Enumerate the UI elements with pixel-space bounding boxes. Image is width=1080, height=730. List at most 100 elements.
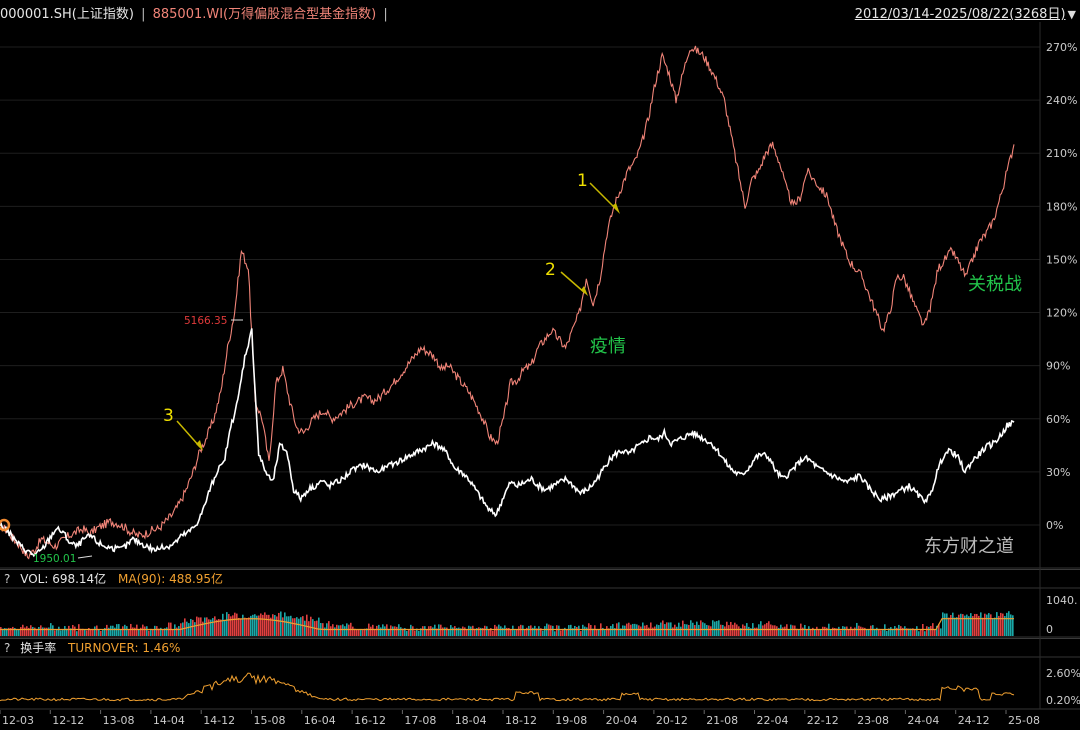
volume-bar [228,614,230,636]
volume-bar [308,621,310,636]
volume-bar [494,624,496,636]
volume-bar [536,628,538,636]
volume-bar [490,628,492,636]
volume-bar [36,628,38,636]
volume-bar [192,619,194,636]
volume-bar [908,628,910,636]
volume-bar [1004,616,1006,636]
x-tick-label: 18-12 [505,714,537,727]
volume-bar [622,625,624,636]
symbol-title[interactable]: 000001.SH(上证指数) [0,7,134,22]
volume-bar [472,625,474,636]
volume-bar [380,627,382,636]
volume-bar [202,621,204,636]
y-tick-label: 180% [1046,200,1077,213]
volume-bar [996,612,998,636]
volume-bar [984,613,986,636]
volume-bar [542,630,544,636]
covid-label: 疫情 [590,336,626,357]
annotation-3-arrow [176,420,201,448]
volume-bar [960,613,962,636]
volume-bar [926,626,928,636]
volume-bar [4,628,6,636]
volume-bar [402,628,404,636]
volume-bar [888,628,890,636]
volume-bar [194,622,196,636]
volume-bar [992,618,994,636]
x-tick-label: 13-08 [103,714,135,727]
volume-bar [338,625,340,636]
volume-bar [164,628,166,636]
volume-bar [638,625,640,636]
dropdown-triangle-icon[interactable]: ▼ [1067,8,1076,21]
volume-bar [436,628,438,636]
volume-bar [532,627,534,636]
volume-bar [408,629,410,636]
volume-bar [442,627,444,636]
volume-bar [562,628,564,636]
volume-bar [636,624,638,636]
volume-bar [458,627,460,636]
date-range-link[interactable]: 2012/03/14-2025/08/22(3268日) [854,7,1066,22]
volume-bar [680,626,682,636]
volume-bar [290,615,292,636]
volume-bar [556,625,558,636]
volume-bar [218,619,220,636]
volume-bar [478,627,480,636]
volume-bar [74,626,76,636]
volume-bar [280,611,282,636]
volume-bar [420,628,422,636]
volume-bar [32,626,34,636]
volume-bar [614,628,616,636]
volume-bar [454,626,456,636]
help-icon-2[interactable]: ? [4,640,11,655]
volume-bar [688,624,690,636]
volume-bar [526,627,528,636]
volume-bar [14,628,16,636]
volume-bar [708,625,710,636]
volume-bar [252,614,254,636]
volume-bar [862,627,864,636]
volume-bar [88,627,90,636]
volume-bar [160,627,162,636]
volume-bar [514,630,516,636]
volume-bar [854,627,856,636]
volume-bar [136,624,138,636]
volume-bar [620,628,622,636]
volume-bar [838,626,840,636]
volume-bar [560,630,562,636]
volume-bar [590,624,592,636]
volume-bar [894,626,896,636]
volume-panel-header: ? VOL: 698.14亿 MA(90): 488.95亿 [0,569,1080,588]
volume-bar [866,629,868,636]
volume-bar [1000,612,1002,636]
help-icon[interactable]: ? [4,571,11,586]
volume-bar [370,626,372,636]
volume-bar [424,626,426,636]
volume-bar [466,628,468,636]
volume-bar [792,625,794,636]
volume-bar [732,624,734,636]
volume-bar [550,625,552,636]
volume-bar [40,625,42,636]
volume-bar [158,628,160,636]
volume-bar [816,626,818,636]
x-tick-label: 21-08 [706,714,738,727]
volume-bar [498,624,500,636]
volume-bar [94,626,96,636]
volume-bar [968,616,970,636]
volume-bar [972,616,974,636]
volume-bar [648,627,650,636]
volume-bar [80,628,82,636]
y-tick-label: 210% [1046,147,1077,160]
volume-bar [0,627,2,636]
volume-bar [694,625,696,636]
volume-bar [916,626,918,636]
volume-bar [506,627,508,636]
volume-bar [756,627,758,636]
index-title[interactable]: 885001.WI(万得偏股混合型基金指数) [152,7,377,22]
volume-bar [500,626,502,636]
volume-bar [644,625,646,636]
volume-bar [836,628,838,636]
